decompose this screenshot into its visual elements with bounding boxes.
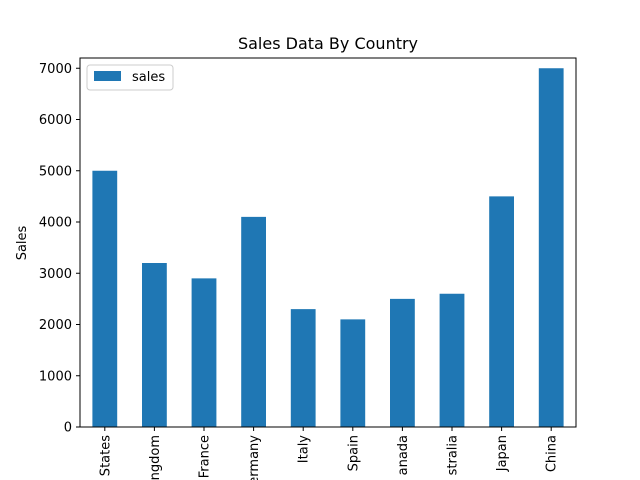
x-tick-label-5: Spain [346,435,361,471]
legend: sales [86,64,174,91]
legend-swatch [94,71,121,81]
x-tick-label-3: ermany [247,435,262,480]
x-tick-label-9: China [545,435,560,472]
x-tick-label-1: ngdom [148,435,163,480]
x-tick-label-7: stralia [446,435,461,475]
y-axis-label: Sales [15,225,30,260]
y-tick-label-3: 3000 [39,267,72,282]
x-tick-label-0: States [98,435,113,476]
y-tick-label-4: 4000 [39,216,72,231]
bar-2 [191,278,217,427]
legend-label-sales: sales [132,70,165,85]
bar-8 [489,196,514,427]
x-tick-label-8: Japan [495,435,510,472]
bar-9 [538,68,564,427]
x-tick-label-6: anada [396,435,411,475]
plot-area-frame [79,57,577,428]
y-axis-ticks: 0 1000 2000 3000 4000 5000 6000 7000 [39,62,80,436]
bar-5 [340,319,366,427]
chart-title: Sales Data By Country [238,34,418,53]
x-tick-label-2: France [198,435,213,478]
bar-1 [142,263,167,427]
bars-group [92,68,564,427]
bar-7 [439,293,465,427]
bar-6 [390,298,415,427]
y-tick-label-1: 1000 [39,369,72,384]
y-tick-label-7: 7000 [39,62,72,77]
y-tick-label-0: 0 [64,421,72,436]
y-tick-label-6: 6000 [39,113,72,128]
x-axis-ticks: States ngdom France ermany Italy Spain anada st… [98,427,560,480]
y-tick-label-2: 2000 [39,318,72,333]
x-tick-label-4: Italy [297,435,312,464]
bar-4 [290,309,316,427]
bar-0 [92,170,118,427]
bar-3 [241,216,266,427]
y-tick-label-5: 5000 [39,164,72,179]
